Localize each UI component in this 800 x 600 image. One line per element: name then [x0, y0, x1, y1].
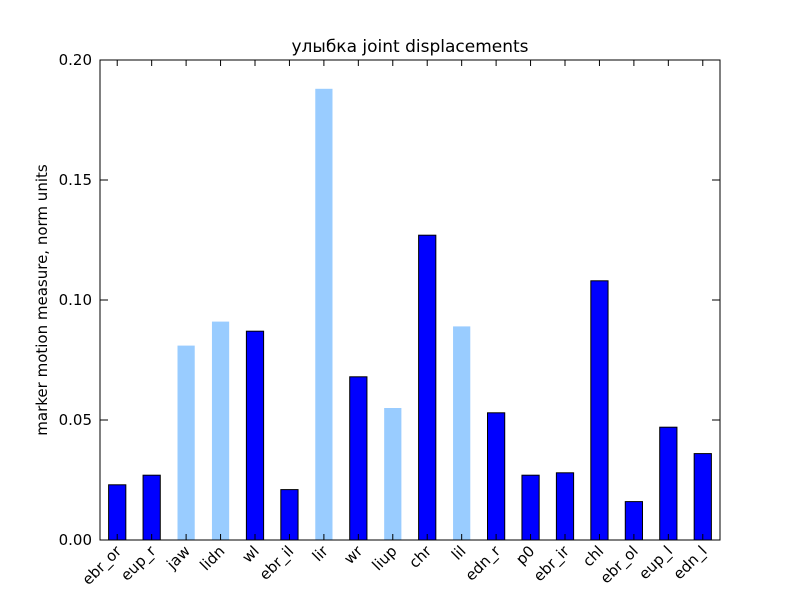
- bar-edn_r: [487, 412, 506, 541]
- x-tick-label-ebr_ir: ebr_ir: [530, 542, 574, 586]
- x-tick-label-lir: lir: [309, 542, 333, 566]
- bar-liup: [384, 408, 402, 540]
- bar-edn_l: [693, 453, 712, 541]
- bar-lil: [453, 326, 471, 540]
- x-tick-label-edn_l: edn_l: [670, 542, 712, 584]
- bar-lir: [315, 88, 333, 541]
- bar-jaw: [177, 345, 195, 540]
- bar-chl: [590, 280, 609, 541]
- y-tick-label: 0.15: [59, 171, 92, 189]
- x-tick-label-wr: wr: [340, 542, 366, 568]
- bar-p0: [521, 474, 540, 541]
- bar-chr: [418, 234, 437, 541]
- bar-ebr_ir: [555, 472, 575, 541]
- y-tick-label: 0.20: [59, 51, 92, 69]
- bar-ebr_il: [280, 489, 299, 541]
- x-tick-label-chr: chr: [405, 542, 435, 572]
- bar-eup_r: [142, 474, 161, 541]
- chart-title: улыбка joint displacements: [291, 37, 528, 57]
- x-tick-label-liup: liup: [369, 542, 401, 574]
- x-tick-label-eup_l: eup_l: [635, 542, 677, 584]
- x-tick-label-lil: lil: [448, 542, 470, 564]
- y-tick-label: 0.10: [59, 291, 92, 309]
- plot-frame: [99, 59, 721, 541]
- x-tick-label-jaw: jaw: [162, 542, 194, 574]
- bars-group: [108, 88, 712, 541]
- bar-eup_l: [659, 426, 678, 541]
- y-tick-label: 0.05: [59, 411, 92, 429]
- y-tick-label: 0.00: [59, 531, 92, 549]
- bar-ebr_or: [108, 484, 127, 541]
- x-tick-label-eup_r: eup_r: [117, 542, 161, 586]
- y-axis-label: marker motion measure, norm units: [33, 164, 51, 436]
- x-tick-label-edn_r: edn_r: [462, 542, 506, 586]
- x-tick-label-wl: wl: [238, 542, 262, 566]
- x-tick-label-ebr_il: ebr_il: [256, 542, 298, 584]
- x-tick-label-chl: chl: [579, 542, 607, 570]
- bar-wl: [245, 330, 265, 541]
- x-tick-label-p0: p0: [512, 542, 538, 568]
- y-ticks: 0.00 0.05 0.10 0.15 0.20: [59, 51, 720, 549]
- x-tick-label-ebr_ol: ebr_ol: [597, 542, 643, 588]
- bar-lidn: [211, 321, 230, 540]
- x-tick-label-lidn: lidn: [196, 542, 228, 574]
- bar-wr: [349, 376, 368, 541]
